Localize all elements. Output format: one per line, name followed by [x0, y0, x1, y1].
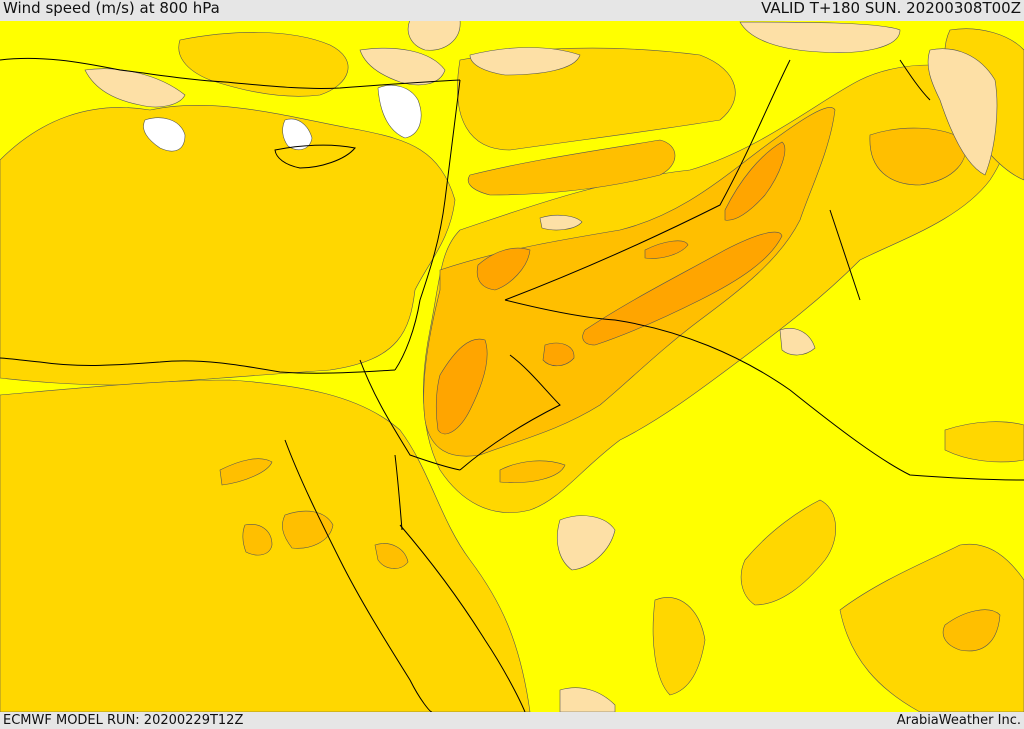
sinai-amber-3 [242, 524, 273, 556]
iraq-orange-1 [582, 231, 783, 346]
gulf-gold [944, 421, 1024, 463]
cyprus-outline [274, 144, 356, 169]
saudi-gold-3 [652, 597, 706, 696]
wind-speed-map [0, 21, 1024, 712]
saudi-tan-1 [557, 515, 616, 571]
border-iraq-saudi [614, 319, 1024, 481]
med-north-coast [0, 57, 461, 89]
map-outlines [0, 57, 1024, 712]
iraq-orange-2 [724, 141, 786, 221]
south-amber [499, 460, 566, 483]
syria-amber [467, 139, 676, 196]
iran-tan-1 [739, 21, 901, 53]
sinai-amber-1 [219, 458, 273, 486]
saudi-gold-2 [839, 543, 1024, 712]
jordan-orange [435, 338, 488, 435]
saudi-tan-3 [559, 687, 616, 712]
syria-orange [476, 247, 531, 291]
footer-bar: ECMWF MODEL RUN: 20200229T12Z ArabiaWeat… [0, 712, 1024, 729]
contour-band-tan [84, 21, 998, 712]
lebanon-tan [539, 214, 583, 231]
credit: ArabiaWeather Inc. [896, 713, 1021, 728]
med-south-coast [0, 357, 396, 374]
north-gold [178, 32, 349, 97]
east-amber [942, 609, 1001, 652]
border-syria-iraq [504, 59, 791, 301]
border-jordan-saudi [459, 354, 561, 471]
jordan-amber [374, 543, 409, 569]
saudi-tan-2 [779, 328, 816, 356]
model-run: ECMWF MODEL RUN: 20200229T12Z [3, 713, 244, 728]
map-title: Wind speed (m/s) at 800 hPa [3, 0, 220, 17]
saudi-gold-1 [740, 499, 836, 606]
red-sea-east [399, 524, 526, 712]
red-sea-west [284, 439, 433, 712]
valid-time: VALID T+180 SUN. 20200308T00Z [761, 0, 1021, 17]
mid-orange [542, 342, 575, 367]
contour-band-white [143, 85, 422, 152]
persian-gulf-coast [829, 209, 861, 301]
iran-amber [869, 127, 967, 186]
contour-band-orange [435, 141, 786, 435]
turkey-tan-2 [469, 47, 581, 76]
turkey-white-2 [282, 118, 313, 151]
turkey-white-1 [377, 85, 422, 139]
border-egypt-sudan [359, 359, 461, 471]
north-tan [407, 21, 461, 51]
small-orange [644, 240, 689, 259]
iran-tan-2 [927, 48, 998, 176]
header-bar: Wind speed (m/s) at 800 hPa VALID T+180 … [0, 0, 1024, 21]
border-jordan-iraq [504, 299, 616, 321]
levant-coast [394, 79, 461, 371]
caspian-hint [899, 59, 931, 101]
mediterranean-gold [0, 105, 456, 386]
aegean-white [143, 117, 186, 152]
gulf-aqaba [394, 454, 403, 531]
